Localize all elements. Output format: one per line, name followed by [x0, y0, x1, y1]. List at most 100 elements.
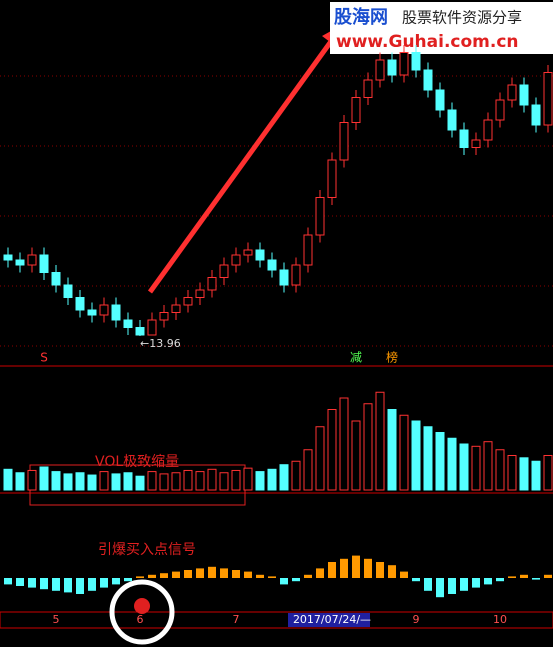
- x-tick-label: 6: [137, 613, 144, 626]
- macd-bar: [496, 578, 504, 582]
- candle-body: [327, 159, 337, 198]
- candle-body: [279, 269, 289, 286]
- macd-bar: [148, 574, 156, 578]
- volume-bar: [123, 472, 133, 491]
- volume-bar: [219, 472, 229, 491]
- signal: 榜: [386, 350, 398, 365]
- candle-body: [183, 297, 193, 306]
- candle-body: [507, 84, 517, 101]
- macd-bar: [400, 571, 408, 578]
- volume-bar: [519, 457, 529, 491]
- volume-bar: [483, 441, 493, 491]
- macd-bar: [388, 565, 396, 578]
- candle-body: [387, 59, 397, 76]
- volume-bar: [99, 471, 109, 491]
- x-tick-label: 7: [233, 613, 240, 626]
- macd-bar: [520, 574, 528, 578]
- macd-bar: [184, 570, 192, 578]
- macd-bar: [124, 578, 132, 582]
- x-axis-bar: [0, 611, 553, 629]
- volume-bar: [411, 420, 421, 491]
- candle-body: [243, 249, 253, 256]
- macd-bar: [232, 570, 240, 578]
- macd-bar: [76, 578, 84, 594]
- macd-bar: [52, 578, 60, 591]
- volume-bar: [255, 471, 265, 491]
- volume-bar: [459, 443, 469, 491]
- candle-body: [303, 234, 313, 266]
- macd-bar: [532, 578, 540, 580]
- volume-annotation: VOL极致缩量: [95, 454, 179, 470]
- volume-bar: [507, 455, 517, 491]
- candle-body: [519, 84, 529, 106]
- volume-bar: [495, 449, 505, 491]
- volume-bar: [147, 471, 157, 491]
- volume-bar: [51, 471, 61, 491]
- date-highlight: [288, 613, 370, 627]
- volume-bar: [291, 460, 301, 491]
- macd-bar: [208, 566, 216, 578]
- candle-body: [291, 264, 301, 286]
- volume-bar: [435, 432, 445, 491]
- volume-bar: [315, 426, 325, 491]
- volume-bar: [363, 403, 373, 491]
- volume-bar: [531, 460, 541, 491]
- candle-body: [171, 304, 181, 313]
- volume-bar: [39, 466, 49, 491]
- volume-bar: [279, 464, 289, 491]
- volume-bar: [231, 469, 241, 491]
- macd-bar: [172, 571, 180, 578]
- macd-bar: [412, 578, 420, 582]
- x-tick-label: 5: [53, 613, 60, 626]
- candle-body: [255, 249, 265, 261]
- candle-body: [123, 319, 133, 328]
- volume-bar: [543, 455, 553, 491]
- macd-bar: [100, 578, 108, 588]
- volume-bar: [159, 473, 169, 491]
- macd-bar: [196, 568, 204, 578]
- candle-body: [531, 104, 541, 126]
- candle-body: [231, 254, 241, 266]
- macd-bar: [460, 578, 468, 591]
- candle-body: [135, 327, 145, 336]
- macd-bar: [424, 578, 432, 591]
- signal: S: [40, 351, 48, 365]
- candle-body: [99, 304, 109, 316]
- volume-bar: [327, 409, 337, 491]
- candle-body: [27, 254, 37, 266]
- macd-bar: [484, 578, 492, 585]
- macd-bar: [448, 578, 456, 594]
- macd-bar: [280, 578, 288, 585]
- macd-annotation: 引爆买入点信号: [98, 542, 196, 558]
- volume-bar: [63, 473, 73, 491]
- x-tick-label: 2017/07/24/—: [293, 613, 371, 626]
- candle-body: [471, 139, 481, 148]
- volume-bar: [399, 414, 409, 491]
- volume-bar: [183, 469, 193, 491]
- x-tick-label: 10: [493, 613, 507, 626]
- volume-bar: [15, 472, 25, 491]
- macd-bar: [268, 576, 276, 578]
- candle-body: [3, 254, 13, 261]
- candle-body: [315, 197, 325, 236]
- macd-bar: [4, 578, 12, 585]
- candle-body: [459, 129, 469, 148]
- volume-bar: [471, 445, 481, 491]
- macd-bar: [64, 578, 72, 593]
- candle-body: [447, 109, 457, 131]
- volume-bar: [87, 474, 97, 491]
- macd-bar: [28, 578, 36, 588]
- volume-bar: [267, 468, 277, 491]
- volume-bar: [243, 467, 253, 491]
- volume-bar: [111, 473, 121, 491]
- volume-bar: [303, 449, 313, 491]
- watermark-url: www.Guhai.com.cn: [336, 32, 519, 52]
- low-label: ←13.96: [140, 337, 181, 350]
- macd-bar: [436, 578, 444, 598]
- volume-bar: [375, 391, 385, 491]
- candle-body: [207, 277, 217, 291]
- candle-body: [15, 259, 25, 266]
- macd-bar: [16, 578, 24, 586]
- macd-bar: [352, 555, 360, 578]
- macd-bar: [508, 576, 516, 578]
